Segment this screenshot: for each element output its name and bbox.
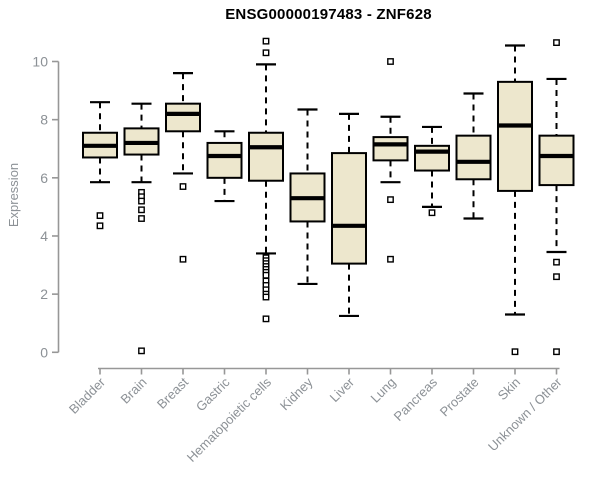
boxplot-liver	[331, 112, 367, 318]
x-tick-label-breast: Breast	[154, 374, 191, 411]
outlier-point	[262, 315, 270, 323]
boxplot-breast	[165, 72, 201, 263]
outlier-point	[262, 37, 270, 45]
outlier-point	[553, 39, 560, 46]
outlier-point	[553, 348, 560, 356]
boxplot-hematopoietic-cells	[248, 37, 284, 323]
iqr-box	[455, 134, 492, 181]
iqr-box	[538, 134, 575, 187]
iqr-box	[248, 131, 284, 182]
boxplot-gastric	[206, 130, 243, 203]
x-tick-label-unknown-other: Unknown / Other	[485, 374, 565, 454]
outlier-point	[138, 197, 145, 205]
iqr-box	[331, 152, 367, 265]
outlier-point	[387, 58, 394, 65]
outlier-point	[96, 212, 104, 220]
outlier-point	[262, 49, 270, 57]
y-tick-label: 6	[40, 170, 48, 186]
chart-title: ENSG00000197483 - ZNF628	[225, 6, 432, 23]
boxplot-pancreas	[414, 125, 450, 217]
x-tick-label-pancreas: Pancreas	[391, 374, 441, 424]
boxplot-prostate	[455, 92, 492, 220]
outlier-point	[553, 258, 560, 266]
iqr-box	[372, 136, 409, 162]
outlier-point	[262, 271, 270, 279]
x-tick-label-skin: Skin	[495, 375, 523, 403]
outlier-point	[179, 255, 187, 263]
y-tick-label: 2	[40, 286, 48, 302]
y-tick-label: 0	[40, 344, 48, 360]
outlier-point	[138, 347, 145, 355]
x-tick-label-gastric: Gastric	[193, 374, 233, 414]
outlier-point	[428, 209, 436, 217]
outlier-point	[138, 215, 145, 222]
x-tick-label-brain: Brain	[118, 375, 150, 407]
y-tick-label: 4	[40, 228, 48, 244]
outlier-point	[179, 183, 187, 190]
y-tick-label: 8	[40, 112, 48, 128]
iqr-box	[414, 144, 450, 172]
outlier-point	[387, 196, 394, 204]
outlier-point	[553, 273, 560, 281]
x-tick-label-prostate: Prostate	[437, 375, 482, 420]
boxplot-bladder	[82, 101, 118, 230]
iqr-box	[497, 80, 533, 192]
outlier-point	[96, 222, 104, 230]
x-tick-label-liver: Liver	[327, 374, 358, 405]
x-tick-label-bladder: Bladder	[66, 374, 109, 417]
boxplot-kidney	[289, 108, 326, 286]
boxplot-skin	[497, 44, 533, 356]
iqr-box	[165, 102, 201, 133]
boxplot-brain	[123, 102, 160, 355]
boxplot-unknown-other	[538, 39, 575, 356]
x-tick-label-kidney: Kidney	[277, 374, 316, 413]
outlier-point	[387, 255, 394, 263]
iqr-box	[206, 141, 243, 179]
y-tick-label: 10	[32, 54, 48, 70]
outlier-point	[138, 206, 145, 214]
boxplot-lung	[372, 58, 409, 263]
outlier-point	[511, 348, 519, 356]
x-tick-label-lung: Lung	[368, 375, 399, 406]
outlier-point	[262, 293, 270, 301]
